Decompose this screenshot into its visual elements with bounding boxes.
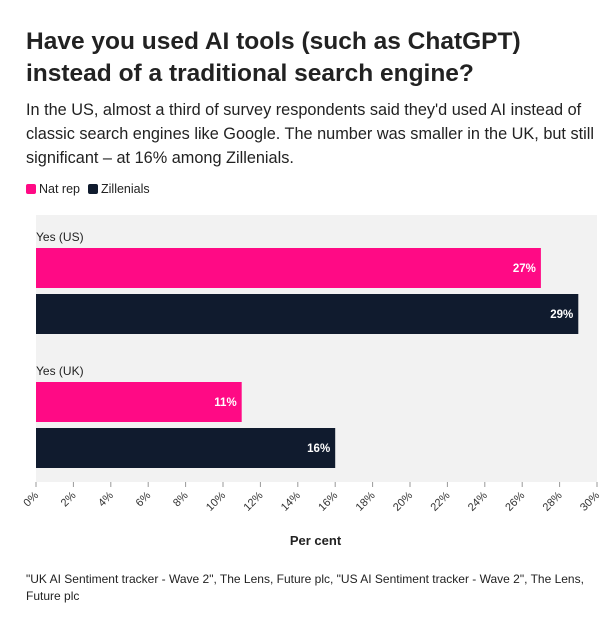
x-tick-label-6: 12% bbox=[241, 489, 265, 513]
x-tick-label-8: 16% bbox=[316, 489, 340, 513]
x-tick-label-15: 30% bbox=[578, 489, 602, 513]
x-tick-label-7: 14% bbox=[279, 489, 303, 513]
x-tick-label-5: 10% bbox=[204, 489, 228, 513]
chart-subtitle: In the US, almost a third of survey resp… bbox=[26, 101, 594, 167]
x-tick-label-1: 2% bbox=[59, 489, 79, 509]
data-label-yes-uk-zillenials: 16% bbox=[307, 443, 330, 455]
x-tick-label-4: 8% bbox=[171, 489, 191, 509]
legend: Nat rep Zillenials bbox=[26, 182, 150, 196]
bar-chart: Yes (US) 27% 29% Yes (UK) 11% 16% 0% 2% 4% 6% 8% 10… bbox=[21, 215, 602, 548]
x-tick-label-14: 28% bbox=[541, 489, 565, 513]
legend-swatch-nat-rep bbox=[26, 184, 36, 194]
bar-yes-uk-nat-rep bbox=[36, 382, 242, 422]
category-label-yes-us: Yes (US) bbox=[36, 230, 84, 244]
x-tick-label-0: 0% bbox=[21, 489, 41, 509]
data-label-yes-us-zillenials: 29% bbox=[550, 309, 573, 321]
x-tick-label-11: 22% bbox=[428, 489, 452, 513]
legend-item-zillenials: Zillenials bbox=[88, 182, 150, 196]
legend-swatch-zillenials bbox=[88, 184, 98, 194]
bar-yes-uk-zillenials bbox=[36, 428, 336, 468]
legend-item-nat-rep: Nat rep bbox=[26, 182, 80, 196]
bar-yes-us-nat-rep bbox=[36, 248, 541, 288]
data-label-yes-uk-nat-rep: 11% bbox=[214, 397, 236, 409]
x-tick-label-12: 24% bbox=[466, 489, 490, 513]
chart-title: Have you used AI tools (such as ChatGPT)… bbox=[26, 28, 521, 87]
category-label-yes-uk: Yes (UK) bbox=[36, 364, 84, 378]
data-label-yes-us-nat-rep: 27% bbox=[513, 263, 536, 275]
x-tick-label-10: 20% bbox=[391, 489, 415, 513]
legend-label-nat-rep: Nat rep bbox=[39, 182, 80, 196]
legend-label-zillenials: Zillenials bbox=[101, 182, 150, 196]
x-tick-label-13: 26% bbox=[503, 489, 527, 513]
bar-yes-us-zillenials bbox=[36, 294, 579, 334]
x-axis-label: Per cent bbox=[290, 533, 342, 548]
x-tick-label-9: 18% bbox=[354, 489, 378, 513]
source-note: "UK AI Sentiment tracker - Wave 2", The … bbox=[26, 572, 584, 603]
x-tick-label-2: 4% bbox=[96, 489, 116, 509]
x-tick-label-3: 6% bbox=[134, 489, 154, 509]
